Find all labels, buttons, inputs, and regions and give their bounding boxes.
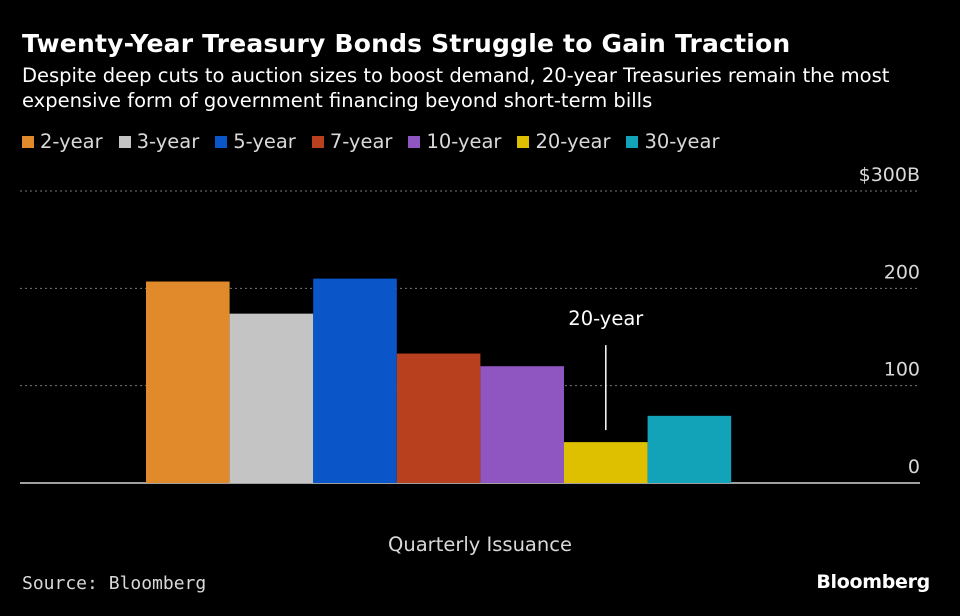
legend-label: 3-year [136, 130, 200, 153]
legend-label: 30-year [644, 130, 720, 153]
chart-subtitle: Despite deep cuts to auction sizes to bo… [22, 64, 890, 112]
y-tick-label: 200 [884, 261, 920, 283]
y-tick-labels: 0 100 200 $300B [859, 164, 920, 478]
annotation-label: 20-year [568, 307, 644, 330]
legend-item: 5-year [215, 130, 296, 153]
legend-label: 2-year [40, 130, 103, 153]
legend-swatch [215, 135, 228, 148]
y-tick-label: 100 [884, 359, 920, 381]
legend-swatch [517, 135, 530, 148]
legend-item: 10-year [408, 130, 501, 153]
legend-item: 7-year [311, 130, 393, 153]
legend-item: 3-year [118, 130, 200, 153]
bar-3-year [229, 313, 314, 483]
bars [146, 278, 732, 483]
legend-label: 10-year [426, 130, 502, 153]
chart-title: Twenty-Year Treasury Bonds Struggle to G… [22, 29, 791, 58]
legend-swatch [311, 135, 324, 148]
y-tick-label: 0 [908, 456, 920, 478]
bar-2-year [146, 281, 230, 483]
bar-7-year [396, 353, 481, 483]
legend-swatch [22, 135, 34, 148]
bar-30-year [647, 415, 732, 483]
y-tick-label: $300B [859, 164, 920, 186]
bloomberg-logo: Bloomberg [816, 571, 930, 593]
bar-5-year [313, 278, 397, 483]
legend-label: 20-year [535, 130, 611, 153]
bar-10-year [480, 366, 564, 483]
legend-swatch [626, 135, 639, 148]
legend-swatch [408, 135, 421, 148]
source-note: Source: Bloomberg [22, 573, 207, 594]
legend-item: 2-year [22, 130, 103, 153]
bar-20-year [564, 442, 648, 483]
x-axis-label: Quarterly Issuance [388, 533, 572, 556]
legend-label: 5-year [233, 130, 296, 153]
legend-item: 20-year [517, 130, 610, 153]
legend-item: 30-year [626, 130, 719, 153]
legend-swatch [118, 135, 131, 148]
chart-legend: 2-year 3-year 5-year 7-year 10-year 20-year 30… [22, 130, 735, 153]
annotations: 20-year [568, 307, 644, 431]
legend-label: 7-year [329, 130, 393, 153]
